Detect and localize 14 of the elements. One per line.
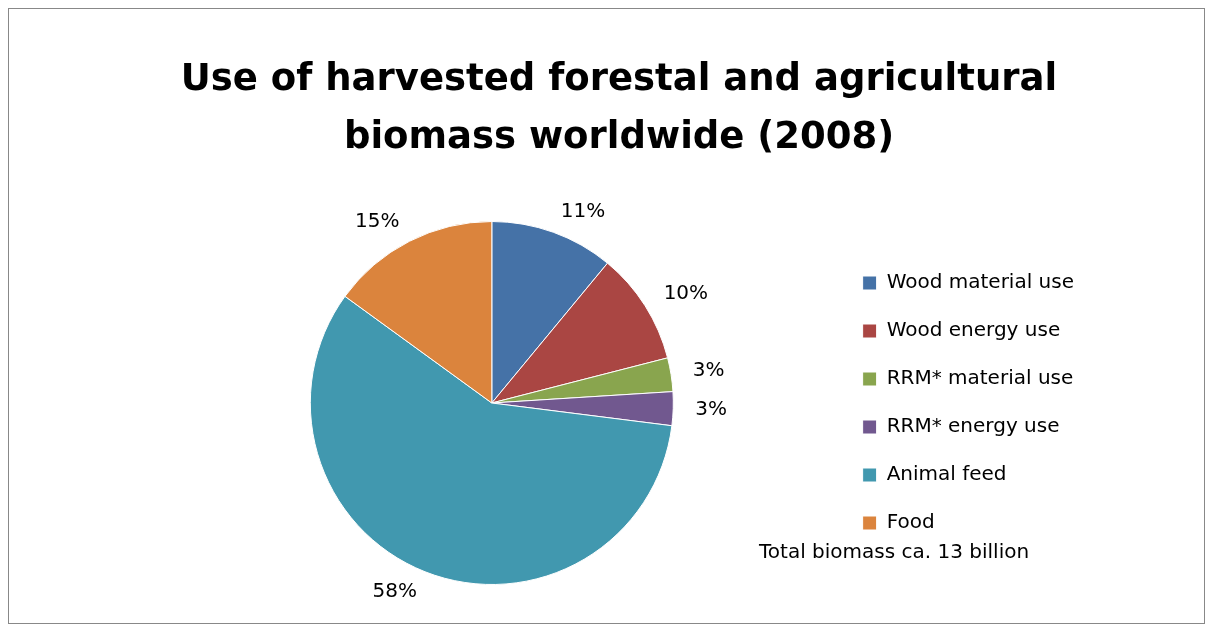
chart-title: Use of harvested forestal and agricultural biomass worldwide (2008) [179,55,1059,159]
text: Total biomass ca. 13 billion [759,539,1030,563]
data-label: 11% [560,197,606,222]
data-label: 3% [695,395,727,420]
data-label: 58% [372,578,417,603]
legend-label: Wood material use [886,269,1075,294]
data-label: 10% [663,280,709,305]
legend-label: RRM* energy use [886,413,1060,438]
legend-label: Animal feed [886,461,1007,486]
legend-label: Wood energy use [886,317,1061,342]
legend-label: Food [886,509,935,534]
legend-label: RRM* material use [886,365,1074,390]
data-label: 3% [692,357,725,382]
data-label: 15% [354,207,400,232]
